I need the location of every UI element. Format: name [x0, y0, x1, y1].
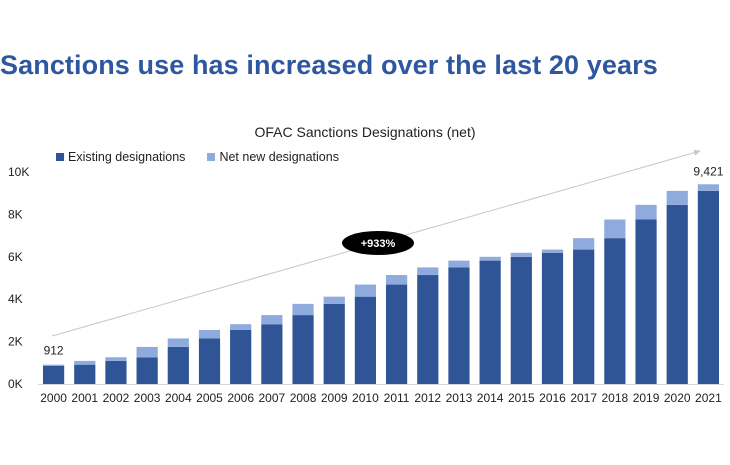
bar-existing-2014 [479, 260, 501, 384]
x-tick-label: 2014 [477, 391, 504, 405]
bar-net-new-2008 [292, 303, 314, 316]
y-tick-label: 8K [8, 207, 23, 221]
x-tick-label: 2010 [352, 391, 379, 405]
bar-net-new-2011 [385, 275, 408, 285]
legend-label-existing: Existing designations [68, 150, 186, 164]
bar-net-new-2021 [697, 184, 720, 191]
bar-existing-2005 [198, 338, 221, 384]
bar-net-new-2012 [417, 267, 439, 276]
bar-existing-2021 [697, 190, 720, 384]
bar-net-new-2003 [136, 346, 158, 358]
x-tick-label: 2006 [227, 391, 254, 405]
bar-existing-2008 [292, 315, 314, 384]
x-tick-label: 2015 [508, 391, 535, 405]
bar-net-new-2013 [448, 260, 470, 268]
bar-existing-2007 [261, 324, 283, 384]
bar-net-new-2002 [105, 357, 127, 361]
x-tick-label: 2011 [384, 391, 410, 405]
bar-existing-2011 [385, 284, 408, 384]
bar-existing-2019 [635, 219, 657, 384]
data-label-first: 912 [44, 344, 64, 358]
y-tick-label: 4K [8, 292, 23, 306]
bar-net-new-2015 [510, 252, 532, 257]
data-labels: 912 9,421 [44, 164, 724, 357]
growth-badge-shape [342, 231, 414, 255]
bar-existing-2002 [105, 360, 127, 384]
x-tick-label: 2009 [321, 391, 348, 405]
legend-item-existing: Existing designations [56, 150, 185, 164]
bar-net-new-2001 [74, 360, 96, 365]
bar-existing-2017 [573, 249, 595, 384]
bar-existing-2006 [230, 329, 252, 384]
x-tick-label: 2003 [134, 391, 161, 405]
bar-existing-2000 [42, 365, 65, 384]
x-tick-label: 2018 [602, 391, 629, 405]
bar-net-new-2020 [666, 190, 688, 205]
legend-swatch-existing [56, 153, 64, 161]
bar-existing-2004 [167, 346, 189, 384]
x-tick-label: 2002 [103, 391, 130, 405]
x-tick-label: 2007 [259, 391, 286, 405]
bar-net-new-2010 [354, 284, 377, 297]
bar-net-new-2019 [635, 204, 657, 220]
bar-existing-2020 [666, 204, 688, 384]
bar-existing-2015 [510, 256, 532, 384]
bar-existing-2009 [323, 303, 345, 384]
bar-net-new-2007 [261, 315, 283, 325]
bar-net-new-2005 [198, 329, 221, 339]
legend-item-net-new: Net new designations [207, 150, 339, 164]
x-tick-label: 2020 [664, 391, 691, 405]
x-tick-label: 2019 [633, 391, 660, 405]
y-axis: 0K 2K 4K 6K 8K 10K [8, 165, 29, 391]
bars-group [42, 184, 720, 384]
legend-swatch-net-new [207, 153, 216, 161]
data-label-last: 9,421 [693, 164, 723, 178]
bar-existing-2010 [354, 296, 377, 384]
chart-title: OFAC Sanctions Designations (net) [254, 124, 476, 140]
x-tick-label: 2012 [414, 391, 441, 405]
chart-legend: Existing designations Net new designatio… [56, 150, 361, 164]
y-tick-label: 6K [8, 250, 23, 264]
x-tick-label: 2004 [165, 391, 192, 405]
bar-existing-2001 [74, 364, 96, 384]
x-tick-label: 2013 [446, 391, 473, 405]
bar-net-new-2004 [167, 338, 189, 347]
bar-net-new-2000 [42, 364, 65, 366]
x-tick-label: 2008 [290, 391, 317, 405]
bar-net-new-2018 [604, 219, 626, 239]
page-headline: Sanctions use has increased over the las… [0, 50, 658, 80]
x-tick-label: 2000 [40, 391, 67, 405]
x-axis: 2000 2001 2002 2003 2004 2005 2006 2007 2008 2009… [38, 384, 724, 405]
bar-net-new-2014 [479, 256, 501, 261]
growth-badge-label: +933% [361, 238, 396, 250]
y-tick-label: 2K [8, 335, 23, 349]
bar-existing-2016 [541, 252, 564, 384]
bar-existing-2003 [136, 357, 158, 384]
bar-existing-2013 [448, 267, 470, 384]
growth-badge: +933% [342, 231, 414, 255]
y-tick-label: 10K [8, 165, 29, 179]
y-tick-label: 0K [8, 377, 23, 391]
bar-net-new-2009 [323, 296, 345, 304]
x-tick-label: 2017 [570, 391, 597, 405]
bar-net-new-2017 [573, 238, 595, 250]
x-tick-label: 2016 [539, 391, 566, 405]
x-tick-label: 2021 [695, 391, 722, 405]
x-tick-label: 2001 [71, 391, 98, 405]
x-tick-label: 2005 [196, 391, 223, 405]
bar-existing-2012 [417, 275, 439, 384]
bar-existing-2018 [604, 238, 626, 384]
bar-net-new-2006 [230, 324, 252, 330]
legend-label-net-new: Net new designations [219, 150, 339, 164]
bar-net-new-2016 [541, 249, 564, 253]
